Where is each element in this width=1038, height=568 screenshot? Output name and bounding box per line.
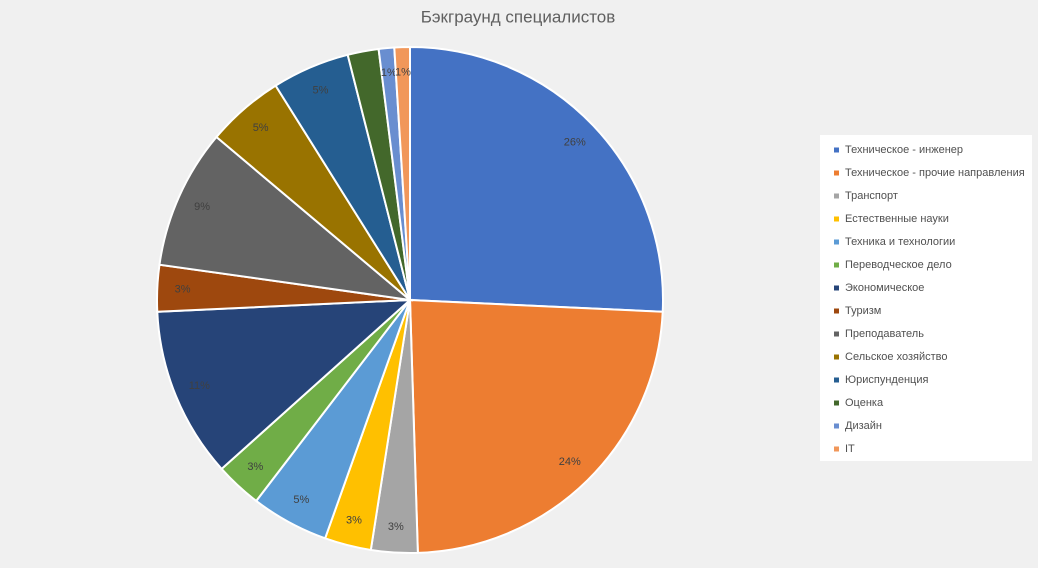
legend-label: Оценка bbox=[845, 397, 884, 409]
data-label: 3% bbox=[388, 521, 404, 533]
data-label: 9% bbox=[194, 201, 210, 213]
legend-swatch bbox=[834, 170, 839, 176]
pie-slice bbox=[158, 135, 414, 302]
legend-label: Техническое - инженер bbox=[845, 144, 963, 156]
pie-slice bbox=[409, 45, 664, 313]
data-label: 24% bbox=[559, 456, 581, 468]
legend-label: Преподаватель bbox=[845, 328, 924, 340]
legend-label: IT bbox=[845, 443, 855, 455]
legend-swatch bbox=[834, 423, 839, 429]
legend-swatch bbox=[834, 308, 839, 314]
legend-swatch bbox=[834, 446, 839, 452]
pie-slice bbox=[393, 45, 411, 301]
chart-title: Бэкграунд специалистов bbox=[421, 7, 616, 26]
legend-label: Дизайн bbox=[845, 420, 882, 432]
legend-swatch bbox=[834, 147, 839, 153]
data-label: 3% bbox=[175, 283, 191, 295]
legend-label: Техническое - прочие направления bbox=[845, 167, 1025, 179]
legend-label: Техника и технологии bbox=[845, 236, 955, 248]
legend-label: Туризм bbox=[845, 305, 881, 317]
data-label: 3% bbox=[247, 461, 263, 473]
pie-slice bbox=[408, 298, 664, 554]
data-label: 5% bbox=[312, 85, 328, 97]
data-label: 5% bbox=[253, 122, 269, 134]
data-label: 26% bbox=[564, 137, 586, 149]
legend-label: Естественные науки bbox=[845, 213, 949, 225]
legend-swatch bbox=[834, 262, 839, 268]
legend-swatch bbox=[834, 239, 839, 245]
data-label: 3% bbox=[346, 515, 362, 527]
legend-label: Транспорт bbox=[845, 190, 898, 202]
data-label: 1% bbox=[395, 66, 411, 78]
legend-swatch bbox=[834, 285, 839, 291]
pie-slice bbox=[156, 298, 413, 471]
legend-swatch bbox=[834, 354, 839, 360]
legend-label: Переводческое дело bbox=[845, 259, 952, 271]
legend-swatch bbox=[834, 400, 839, 406]
legend-swatch bbox=[834, 193, 839, 199]
legend-box bbox=[820, 135, 1032, 461]
data-label: 5% bbox=[293, 494, 309, 506]
legend-label: Юриспунденция bbox=[845, 374, 928, 386]
data-label: 11% bbox=[189, 380, 210, 392]
data-label: 1% bbox=[381, 67, 397, 79]
legend-swatch bbox=[834, 377, 839, 383]
legend-swatch bbox=[834, 331, 839, 337]
legend-label: Сельское хозяйство bbox=[845, 351, 947, 363]
legend-label: Экономическое bbox=[845, 282, 924, 294]
legend-swatch bbox=[834, 216, 839, 222]
